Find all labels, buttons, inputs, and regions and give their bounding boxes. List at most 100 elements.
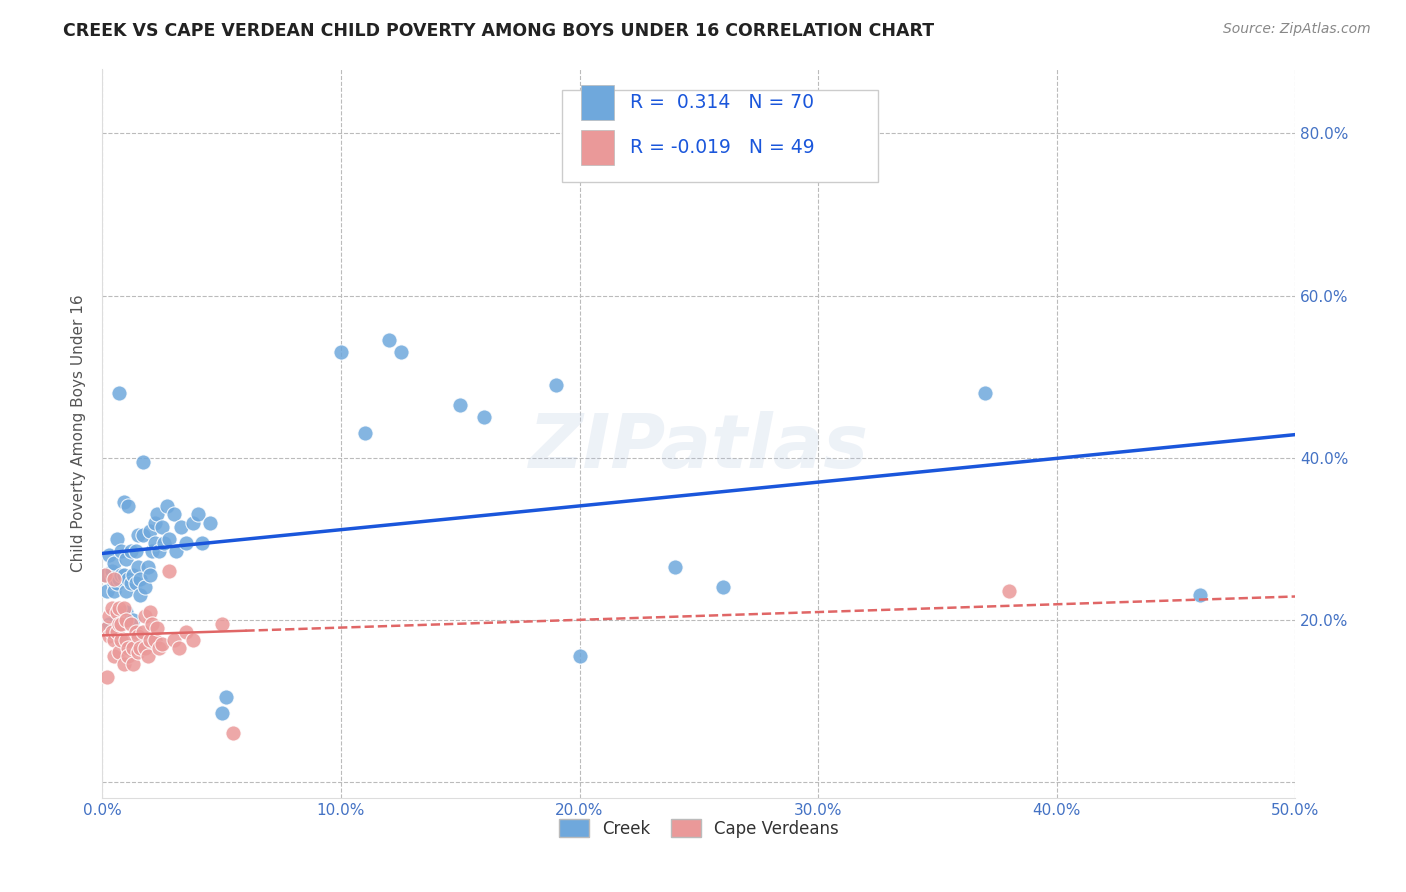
Point: [122, 613, 145, 627]
Point: [1188, 589, 1211, 603]
Point: [174, 535, 197, 549]
Point: [167, 641, 190, 656]
Point: [974, 385, 997, 400]
Point: [139, 633, 162, 648]
Point: [139, 568, 162, 582]
Point: [134, 641, 156, 656]
Point: [129, 572, 152, 586]
Text: CREEK VS CAPE VERDEAN CHILD POVERTY AMONG BOYS UNDER 16 CORRELATION CHART: CREEK VS CAPE VERDEAN CHILD POVERTY AMON…: [63, 22, 935, 40]
Point: [100, 564, 122, 578]
Point: [664, 560, 686, 574]
Point: [110, 568, 132, 582]
Point: [449, 398, 471, 412]
Point: [122, 657, 145, 672]
Point: [124, 544, 146, 558]
Point: [191, 535, 214, 549]
Point: [96, 584, 118, 599]
Point: [124, 576, 146, 591]
Point: [156, 500, 179, 514]
Y-axis label: Child Poverty Among Boys Under 16: Child Poverty Among Boys Under 16: [72, 294, 86, 572]
Point: [998, 584, 1021, 599]
Point: [127, 629, 149, 643]
Point: [143, 535, 166, 549]
Point: [211, 616, 233, 631]
Point: [148, 544, 170, 558]
Point: [103, 633, 125, 648]
Point: [132, 527, 155, 541]
Point: [165, 544, 187, 558]
Point: [98, 608, 121, 623]
Point: [389, 345, 412, 359]
Point: [108, 600, 131, 615]
Point: [141, 544, 163, 558]
Point: [105, 624, 128, 639]
Point: [198, 516, 221, 530]
Point: [120, 616, 142, 631]
Point: [129, 641, 152, 656]
Point: [711, 580, 734, 594]
Point: [122, 641, 145, 656]
Text: R =  0.314   N = 70: R = 0.314 N = 70: [630, 93, 814, 112]
FancyBboxPatch shape: [561, 90, 877, 182]
Point: [100, 600, 122, 615]
Point: [329, 345, 352, 359]
Point: [98, 548, 121, 562]
Point: [127, 527, 149, 541]
Legend: Creek, Cape Verdeans: Creek, Cape Verdeans: [553, 813, 845, 845]
Point: [215, 690, 238, 704]
Point: [146, 508, 169, 522]
Point: [163, 508, 186, 522]
Point: [153, 535, 176, 549]
Point: [117, 649, 139, 664]
Point: [174, 624, 197, 639]
Point: [93, 568, 115, 582]
Text: Source: ZipAtlas.com: Source: ZipAtlas.com: [1223, 22, 1371, 37]
Point: [115, 584, 138, 599]
Point: [115, 605, 138, 619]
Point: [112, 605, 135, 619]
Point: [134, 580, 156, 594]
FancyBboxPatch shape: [581, 130, 614, 165]
Point: [115, 633, 138, 648]
Point: [120, 544, 142, 558]
Point: [124, 624, 146, 639]
Point: [150, 519, 173, 533]
Point: [163, 633, 186, 648]
Point: [132, 455, 155, 469]
Point: [117, 500, 139, 514]
Point: [103, 556, 125, 570]
Text: R = -0.019   N = 49: R = -0.019 N = 49: [630, 138, 814, 157]
Point: [122, 568, 145, 582]
Point: [544, 377, 567, 392]
Point: [353, 426, 375, 441]
Point: [103, 576, 125, 591]
Point: [100, 568, 122, 582]
Point: [108, 645, 131, 659]
FancyBboxPatch shape: [581, 85, 614, 120]
Point: [112, 495, 135, 509]
Point: [117, 572, 139, 586]
Point: [115, 552, 138, 566]
Point: [105, 605, 128, 619]
Text: ZIPatlas: ZIPatlas: [529, 411, 869, 484]
Point: [181, 516, 204, 530]
Point: [127, 560, 149, 574]
Point: [108, 572, 131, 586]
Point: [129, 589, 152, 603]
Point: [115, 613, 138, 627]
Point: [93, 568, 115, 582]
Point: [127, 645, 149, 659]
Point: [157, 532, 180, 546]
Point: [187, 508, 209, 522]
Point: [110, 633, 132, 648]
Point: [103, 572, 125, 586]
Point: [181, 633, 204, 648]
Point: [148, 641, 170, 656]
Point: [377, 333, 399, 347]
Point: [100, 624, 122, 639]
Point: [98, 616, 121, 631]
Point: [110, 616, 132, 631]
Point: [112, 568, 135, 582]
Point: [139, 605, 162, 619]
Point: [103, 584, 125, 599]
